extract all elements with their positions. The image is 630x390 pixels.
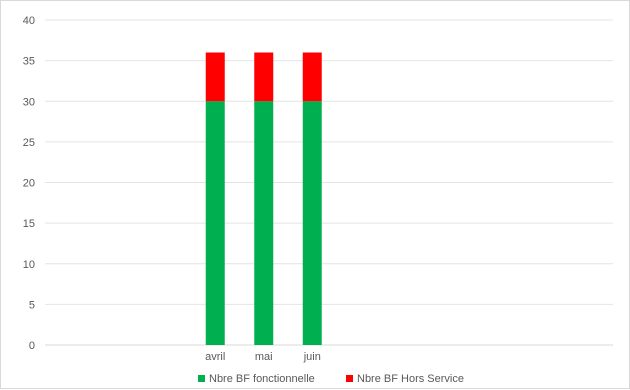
y-tick-label: 10 [23, 259, 35, 271]
bar-avril-series-2 [205, 52, 225, 102]
bar-juin-series-2 [302, 52, 322, 102]
bar-juin-series-1 [302, 101, 322, 345]
y-axis-ticks: 0 5 10 15 20 25 30 35 40 [23, 15, 35, 352]
legend-label: Nbre BF fonctionnelle [209, 373, 315, 385]
legend-swatch [346, 375, 353, 382]
y-tick-label: 30 [23, 96, 35, 108]
legend-swatch [198, 375, 205, 382]
legend: Nbre BF fonctionnelle Nbre BF Hors Servic… [198, 373, 464, 385]
bar-mai-series-2 [254, 52, 274, 102]
legend-label: Nbre BF Hors Service [357, 373, 464, 385]
y-tick-label: 35 [23, 56, 35, 68]
x-tick-label: avril [205, 351, 225, 363]
bar-avril-series-1 [205, 101, 225, 345]
x-axis-ticks: avril mai juin [205, 351, 321, 363]
bar-mai-series-1 [254, 101, 274, 345]
y-tick-label: 25 [23, 137, 35, 149]
y-tick-label: 0 [29, 340, 35, 352]
x-tick-label: juin [303, 351, 321, 363]
x-tick-label: mai [255, 351, 273, 363]
y-tick-label: 20 [23, 178, 35, 190]
gridlines [45, 19, 613, 346]
y-tick-label: 40 [23, 15, 35, 27]
y-tick-label: 15 [23, 218, 35, 230]
bars [205, 52, 322, 345]
y-tick-label: 5 [29, 299, 35, 311]
